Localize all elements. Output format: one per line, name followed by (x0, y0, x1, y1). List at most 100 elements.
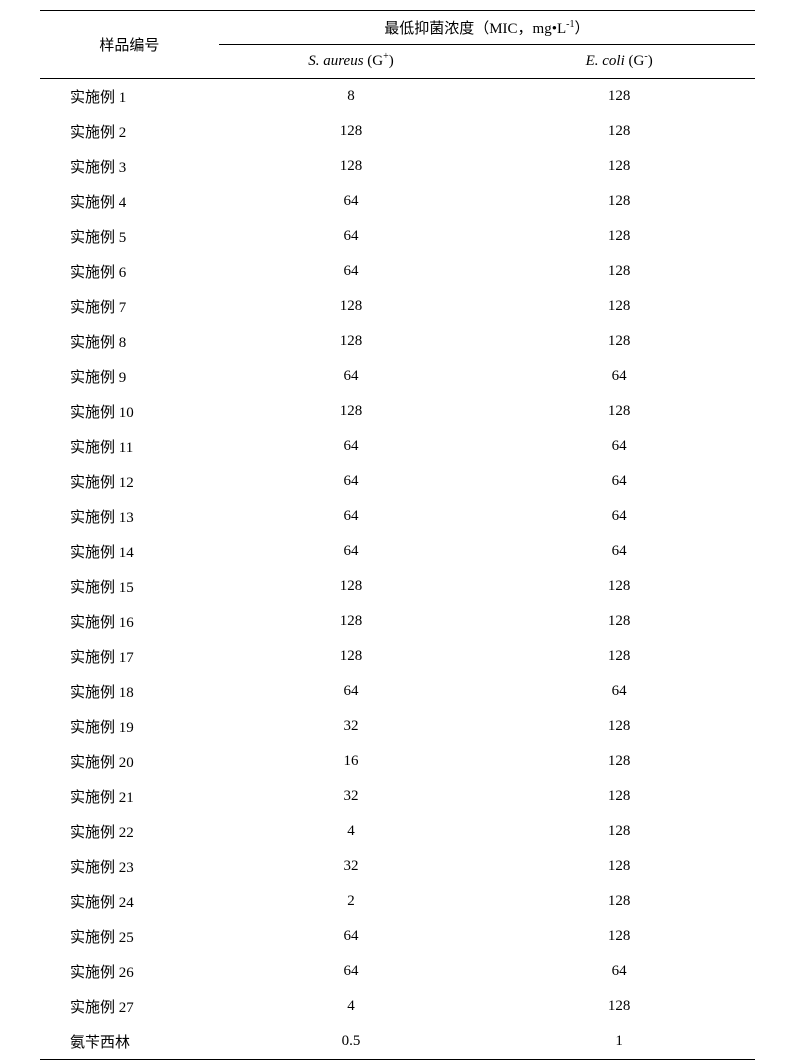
value-b-cell: 128 (483, 184, 755, 219)
table-row: 实施例 8128128 (40, 324, 755, 359)
table-row: 实施例 1932128 (40, 709, 755, 744)
table-row: 实施例 18128 (40, 79, 755, 115)
table-row: 实施例 2128128 (40, 114, 755, 149)
sample-cell: 实施例 25 (40, 919, 219, 954)
table-row: 实施例 3128128 (40, 149, 755, 184)
sample-cell: 实施例 26 (40, 954, 219, 989)
col-a-paren-open: (G (364, 53, 384, 69)
value-b-cell: 128 (483, 219, 755, 254)
table-row: 实施例 2132128 (40, 779, 755, 814)
value-b-cell: 128 (483, 989, 755, 1024)
col-b-paren-open: (G (625, 53, 645, 69)
sample-cell: 实施例 4 (40, 184, 219, 219)
value-a-cell: 64 (219, 919, 484, 954)
value-a-cell: 128 (219, 639, 484, 674)
sample-cell: 实施例 12 (40, 464, 219, 499)
group-header: 最低抑菌浓度（MIC，mg•L-1） (219, 11, 755, 45)
value-b-cell: 128 (483, 149, 755, 184)
col-a-header: S. aureus (G+) (219, 45, 484, 79)
value-b-cell: 128 (483, 569, 755, 604)
value-b-cell: 128 (483, 289, 755, 324)
table-row: 实施例 16128128 (40, 604, 755, 639)
col-b-name: E. coli (586, 53, 625, 69)
value-b-cell: 128 (483, 884, 755, 919)
value-b-cell: 64 (483, 499, 755, 534)
table-row: 氨苄西林0.51 (40, 1024, 755, 1060)
value-a-cell: 4 (219, 989, 484, 1024)
mic-table: 样品编号 最低抑菌浓度（MIC，mg•L-1） S. aureus (G+) E… (40, 10, 755, 1060)
sample-cell: 实施例 14 (40, 534, 219, 569)
table-row: 实施例 186464 (40, 674, 755, 709)
value-a-cell: 128 (219, 289, 484, 324)
value-a-cell: 2 (219, 884, 484, 919)
value-a-cell: 64 (219, 219, 484, 254)
table-row: 实施例 136464 (40, 499, 755, 534)
sample-cell: 实施例 20 (40, 744, 219, 779)
sample-cell: 实施例 10 (40, 394, 219, 429)
value-b-cell: 128 (483, 709, 755, 744)
value-b-cell: 128 (483, 79, 755, 115)
table-row: 实施例 274128 (40, 989, 755, 1024)
value-b-cell: 128 (483, 849, 755, 884)
col-a-paren-close: ) (389, 53, 394, 69)
table-row: 实施例 2016128 (40, 744, 755, 779)
group-label-prefix: 最低抑菌浓度（MIC，mg (384, 21, 552, 37)
value-b-cell: 128 (483, 639, 755, 674)
value-a-cell: 128 (219, 604, 484, 639)
value-b-cell: 128 (483, 114, 755, 149)
sample-header: 样品编号 (40, 11, 219, 79)
value-b-cell: 64 (483, 534, 755, 569)
value-a-cell: 16 (219, 744, 484, 779)
sample-cell: 实施例 13 (40, 499, 219, 534)
sample-cell: 实施例 1 (40, 79, 219, 115)
group-label-suffix: ） (575, 21, 590, 37)
value-b-cell: 128 (483, 394, 755, 429)
sample-cell: 实施例 6 (40, 254, 219, 289)
value-b-cell: 64 (483, 359, 755, 394)
value-a-cell: 128 (219, 149, 484, 184)
value-b-cell: 128 (483, 604, 755, 639)
table-row: 实施例 224128 (40, 814, 755, 849)
table-row: 实施例 10128128 (40, 394, 755, 429)
col-a-name: S. aureus (308, 53, 363, 69)
sample-cell: 实施例 11 (40, 429, 219, 464)
value-a-cell: 128 (219, 394, 484, 429)
value-a-cell: 128 (219, 114, 484, 149)
sample-cell: 实施例 24 (40, 884, 219, 919)
sample-cell: 实施例 22 (40, 814, 219, 849)
value-a-cell: 64 (219, 464, 484, 499)
table-row: 实施例 664128 (40, 254, 755, 289)
sample-cell: 实施例 17 (40, 639, 219, 674)
col-b-header: E. coli (G-) (483, 45, 755, 79)
value-b-cell: 64 (483, 429, 755, 464)
table-row: 实施例 126464 (40, 464, 755, 499)
table-body: 实施例 18128实施例 2128128实施例 3128128实施例 46412… (40, 79, 755, 1060)
sample-cell: 实施例 21 (40, 779, 219, 814)
value-a-cell: 32 (219, 779, 484, 814)
group-label-exp: -1 (566, 19, 574, 30)
value-b-cell: 128 (483, 919, 755, 954)
table-row: 实施例 146464 (40, 534, 755, 569)
header-row-1: 样品编号 最低抑菌浓度（MIC，mg•L-1） (40, 11, 755, 45)
col-b-paren-close: ) (648, 53, 653, 69)
table-row: 实施例 464128 (40, 184, 755, 219)
sample-cell: 实施例 5 (40, 219, 219, 254)
value-a-cell: 64 (219, 499, 484, 534)
value-a-cell: 64 (219, 429, 484, 464)
value-a-cell: 64 (219, 954, 484, 989)
sample-cell: 实施例 19 (40, 709, 219, 744)
value-b-cell: 128 (483, 814, 755, 849)
sample-cell: 实施例 18 (40, 674, 219, 709)
sample-cell: 实施例 3 (40, 149, 219, 184)
value-a-cell: 64 (219, 359, 484, 394)
value-b-cell: 128 (483, 744, 755, 779)
table-row: 实施例 242128 (40, 884, 755, 919)
sample-cell: 实施例 2 (40, 114, 219, 149)
value-a-cell: 32 (219, 849, 484, 884)
value-b-cell: 128 (483, 254, 755, 289)
value-b-cell: 1 (483, 1024, 755, 1060)
table-row: 实施例 564128 (40, 219, 755, 254)
group-label-unit: L (557, 21, 566, 37)
value-a-cell: 64 (219, 184, 484, 219)
value-b-cell: 128 (483, 324, 755, 359)
